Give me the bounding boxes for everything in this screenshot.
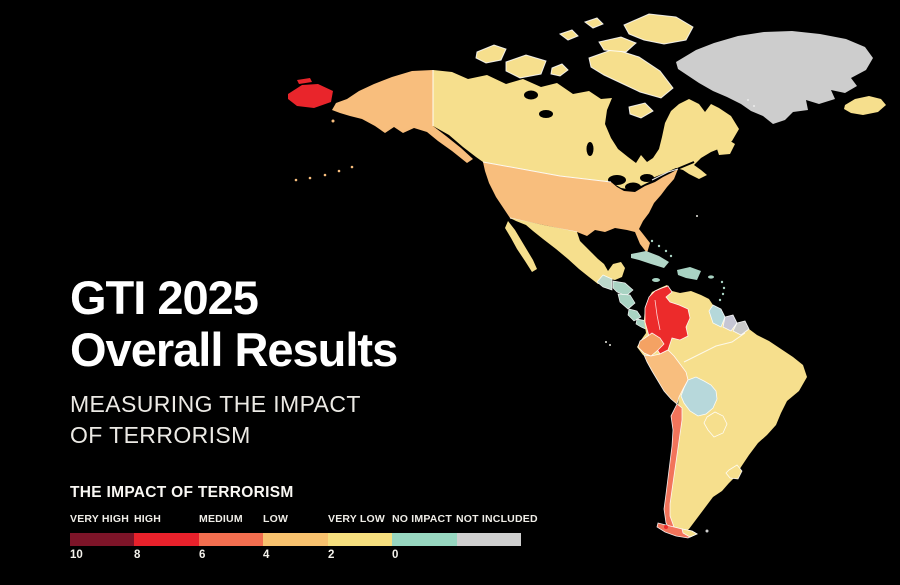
country-honduras: [612, 280, 634, 297]
country-canada-baffin-island: [588, 48, 674, 99]
country-french-guiana: [732, 320, 750, 336]
country-suriname: [722, 314, 738, 332]
country-canada-newfoundland: [716, 139, 735, 155]
legend-swatch-medium: [198, 533, 264, 546]
title-block: GTI 2025 Overall Results MEASURING THE I…: [70, 271, 398, 450]
country-mexico-baja: [505, 221, 537, 272]
legend-tick-4: 4: [263, 549, 270, 561]
greenland-ice-specks: [747, 99, 755, 107]
legend-label-no-impact: NO IMPACT: [392, 513, 452, 525]
country-canada-banks-island: [475, 44, 507, 64]
country-usa-mainland: [483, 162, 678, 253]
subtitle-line-2: OF TERRORISM: [70, 421, 251, 448]
tierra-del-fuego-red-speck: [664, 525, 668, 529]
canada-arctic-islands: [475, 13, 694, 119]
title-line-2: Overall Results: [70, 322, 398, 376]
country-russia-chukotka: [288, 84, 333, 108]
country-nicaragua: [617, 293, 636, 310]
country-puerto-rico: [708, 275, 714, 279]
legend-swatch-low: [263, 533, 328, 546]
country-canada-victoria-island: [505, 54, 547, 79]
rivers: [654, 299, 746, 363]
lakes: [524, 90, 654, 192]
country-iceland: [844, 96, 886, 115]
legend-category-labels: VERY HIGH HIGH MEDIUM LOW VERY LOW NO IM…: [70, 513, 550, 527]
legend-swatch-high: [134, 533, 199, 546]
legend-label-very-high: VERY HIGH: [70, 513, 129, 525]
country-canada-ellesmere-island: [623, 13, 694, 45]
country-bolivia: [680, 376, 718, 417]
legend-label-high: HIGH: [134, 513, 162, 525]
legend-tick-8: 8: [134, 549, 141, 561]
country-russia-wrangel-island: [297, 78, 312, 84]
legend-tick-2: 2: [328, 549, 335, 561]
country-uruguay: [725, 464, 743, 480]
lesser-antilles-islets: [718, 280, 726, 302]
country-ecuador: [637, 332, 665, 357]
legend-tick-6: 6: [199, 549, 206, 561]
country-argentina-tierra-del-fuego: [681, 528, 698, 538]
country-canada-mainland: [433, 70, 739, 190]
country-paraguay: [703, 411, 728, 438]
country-greenland: [676, 31, 873, 124]
legend-scale-ticks: 10 8 6 4 2 0: [70, 549, 550, 563]
country-guatemala: [596, 274, 613, 291]
country-usa-alaska: [332, 70, 473, 163]
amazon-river: [683, 332, 746, 363]
legend-tick-0: 0: [392, 549, 399, 561]
legend-label-not-included: NOT INCLUDED: [456, 513, 538, 525]
legend-swatch-very-low: [327, 533, 393, 546]
impact-legend: THE IMPACT OF TERRORISM VERY HIGH HIGH M…: [70, 484, 550, 563]
subtitle-line-1: MEASURING THE IMPACT: [70, 391, 361, 418]
page-title: GTI 2025 Overall Results: [70, 271, 398, 376]
country-mexico: [510, 218, 625, 284]
legend-label-medium: MEDIUM: [199, 513, 243, 525]
small-islands: [605, 215, 698, 346]
legend-swatch-no-impact: [392, 533, 457, 546]
country-cuba: [631, 251, 669, 268]
country-south-america-base: [637, 285, 807, 535]
legend-tick-10: 10: [70, 549, 83, 561]
country-canada-devon-island: [598, 36, 637, 53]
country-falkland-islands: [705, 529, 709, 533]
country-canada-king-william-island: [550, 63, 569, 77]
country-jamaica: [652, 278, 660, 282]
legend-color-scale: [70, 533, 521, 546]
title-line-1: GTI 2025: [70, 271, 259, 324]
legend-heading: THE IMPACT OF TERRORISM: [70, 484, 294, 501]
legend-swatch-very-high: [70, 533, 135, 546]
country-peru: [643, 349, 689, 405]
legend-label-very-low: VERY LOW: [328, 513, 386, 525]
country-canada-southampton-island: [628, 102, 654, 119]
legend-swatch-not-included: [456, 533, 521, 546]
caribbean-islands: [631, 239, 726, 302]
country-canada-arctic-islet-2: [583, 17, 604, 29]
page-subtitle: MEASURING THE IMPACT OF TERRORISM: [70, 389, 397, 450]
aleutian-islands: [294, 119, 354, 182]
magdalena-river: [654, 299, 661, 331]
legend-label-low: LOW: [263, 513, 289, 525]
south-america-countries: [637, 285, 750, 539]
country-canada-arctic-islet-1: [558, 29, 579, 41]
bahamas-islets: [650, 239, 673, 258]
country-hispaniola: [677, 267, 701, 280]
country-guyana: [708, 304, 726, 328]
